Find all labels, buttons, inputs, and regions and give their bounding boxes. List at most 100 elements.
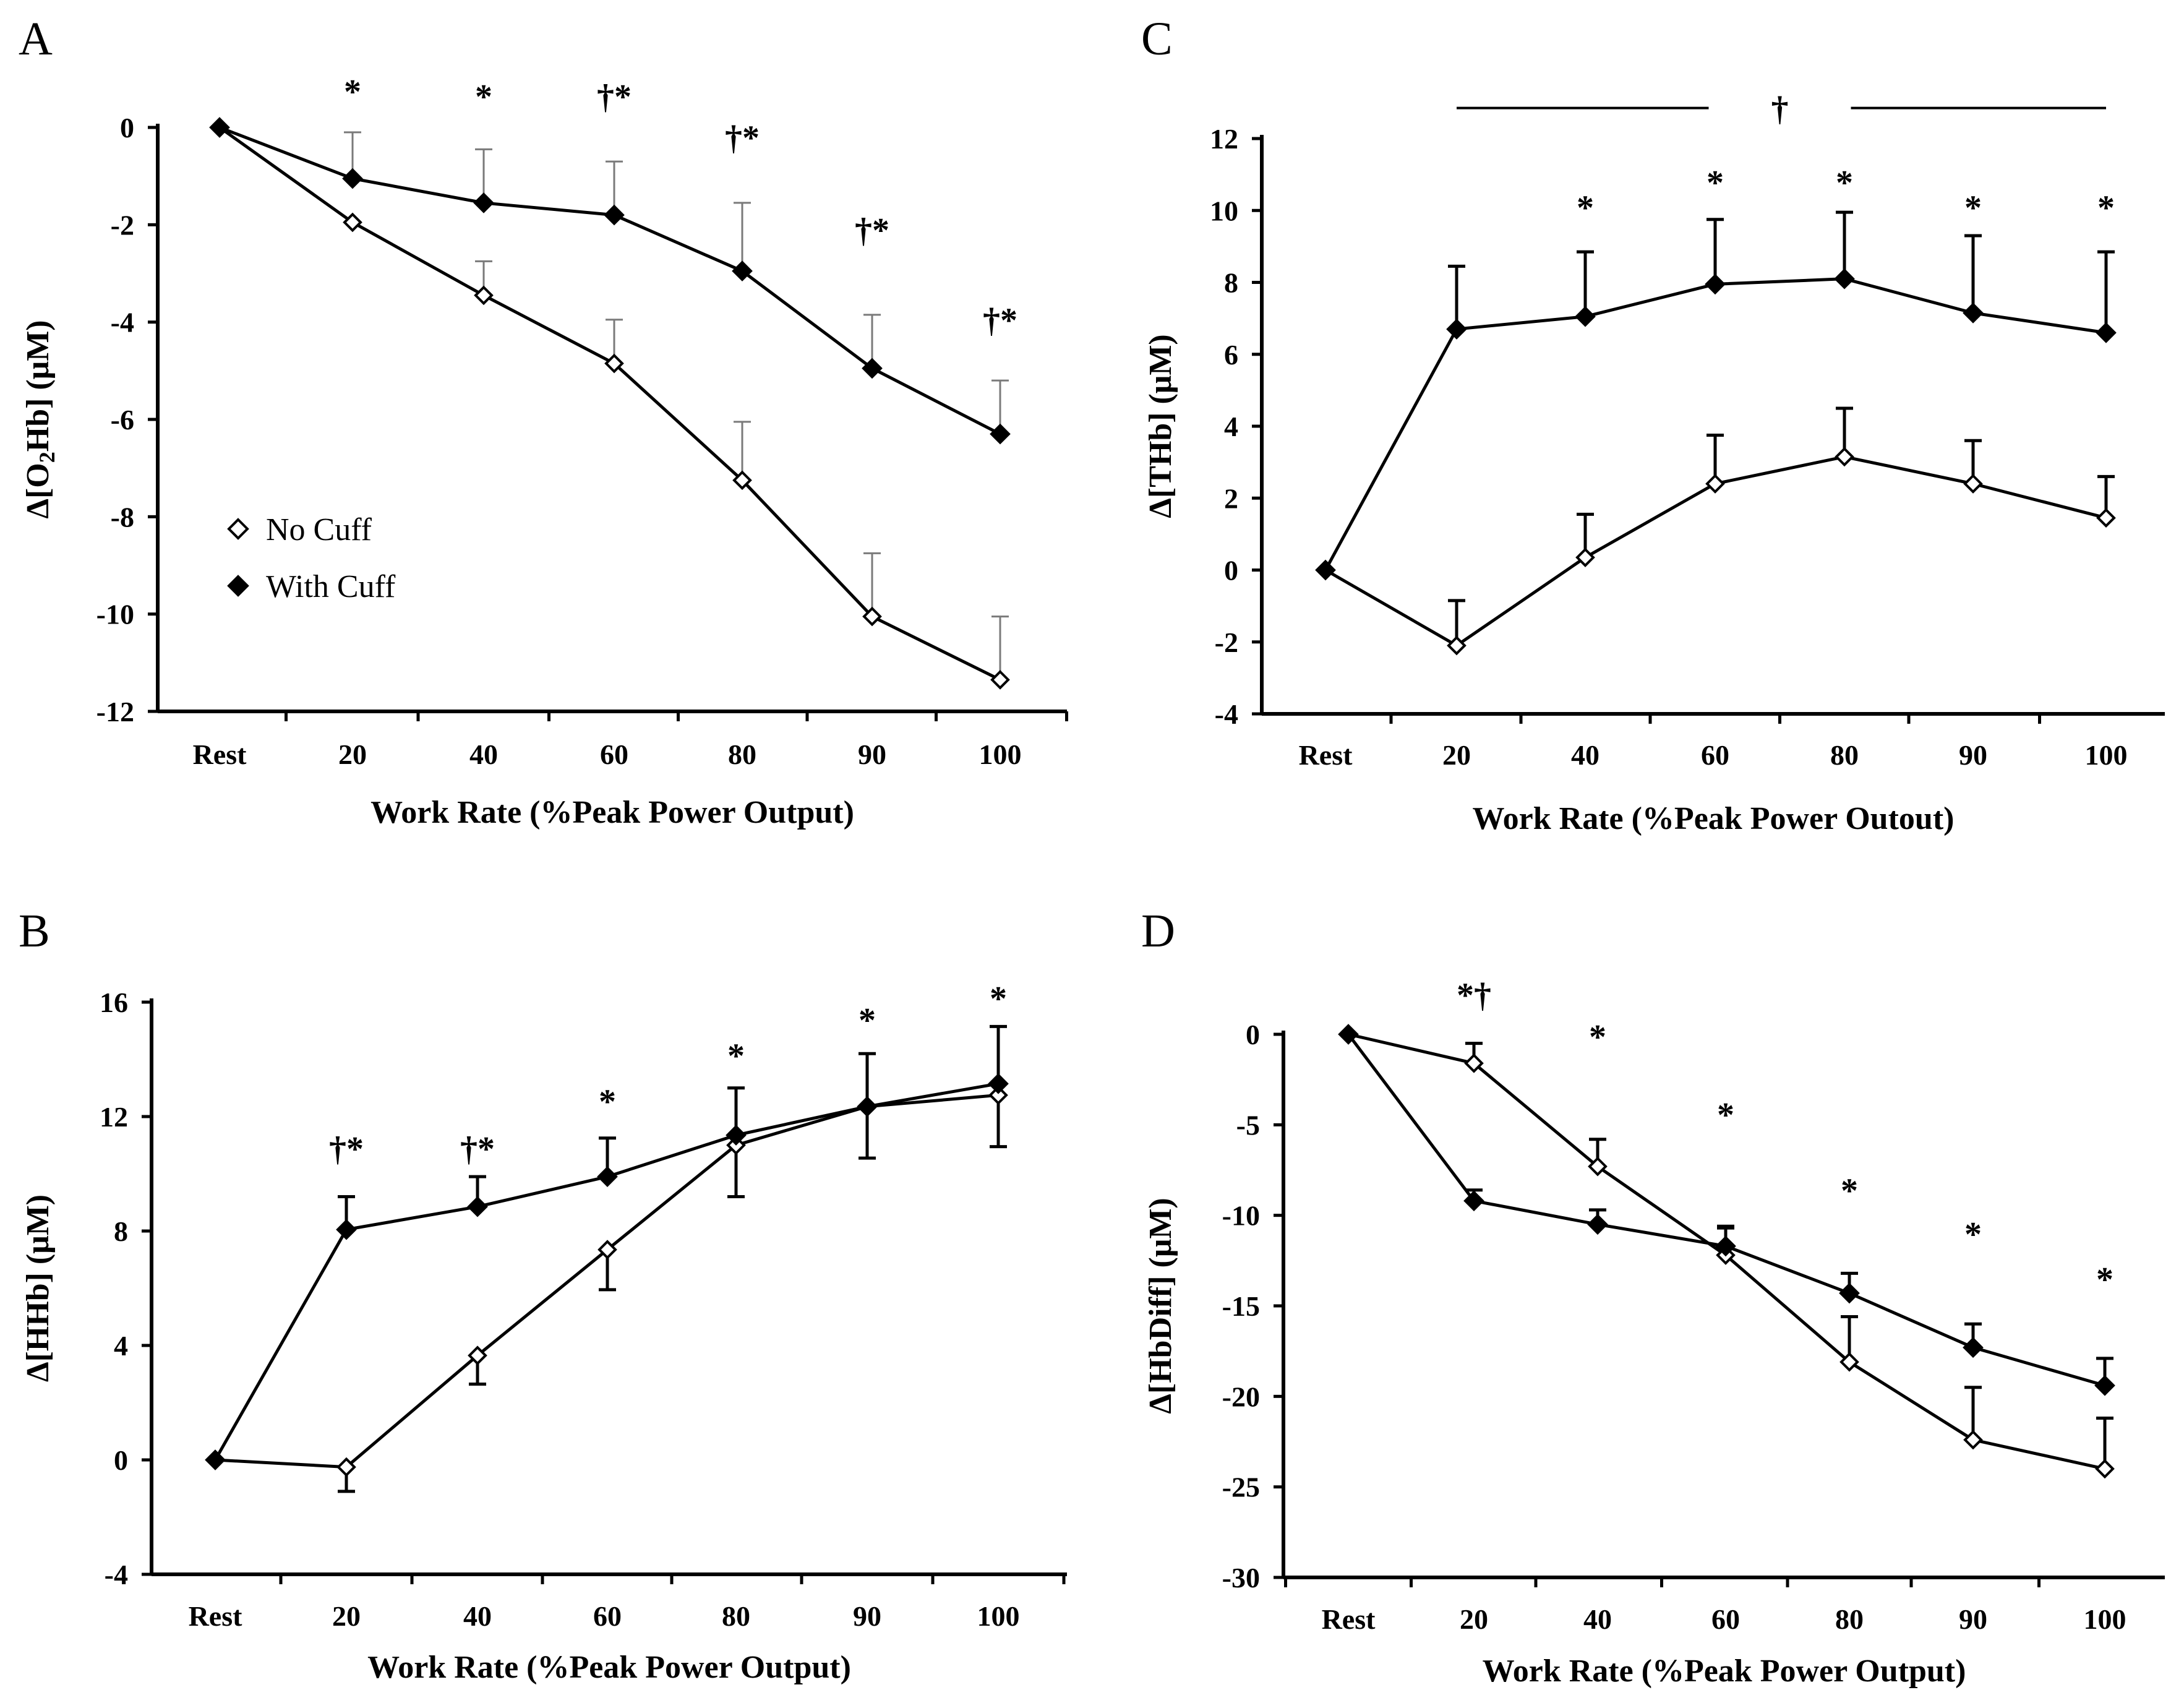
y-axis-title: Δ[O2Hb] (μM) bbox=[20, 320, 59, 518]
data-point-with-cuff bbox=[1705, 273, 1726, 295]
significance-marker: * bbox=[1577, 189, 1594, 227]
y-axis-title-main: [O bbox=[20, 463, 56, 499]
significance-marker: * bbox=[1717, 1096, 1734, 1135]
data-point-no-cuff bbox=[343, 212, 362, 233]
significance-marker: * bbox=[990, 980, 1007, 1018]
x-tick-label: 80 bbox=[1830, 739, 1859, 771]
data-point-with-cuff bbox=[342, 168, 363, 189]
x-tick-label: 20 bbox=[338, 739, 367, 770]
x-tick-label: 40 bbox=[469, 739, 498, 770]
significance-bracket-label: † bbox=[1771, 90, 1789, 129]
y-axis-title-symbol: Δ bbox=[20, 499, 56, 519]
x-tick-label: 60 bbox=[1701, 739, 1729, 771]
y-tick-label: -6 bbox=[111, 404, 134, 435]
data-point-no-cuff bbox=[1705, 474, 1725, 494]
data-point-with-cuff bbox=[336, 1219, 357, 1240]
data-point-no-cuff bbox=[2095, 1459, 2115, 1479]
data-point-no-cuff bbox=[1447, 635, 1467, 656]
data-point-no-cuff bbox=[732, 470, 752, 491]
y-axis-title: Δ[THb] (μM) bbox=[1143, 334, 1178, 518]
data-point-with-cuff bbox=[1338, 1024, 1359, 1045]
significance-marker: * bbox=[1964, 189, 1982, 227]
series-line-with-cuff bbox=[219, 126, 1001, 435]
y-axis-title-main: [THb] (μM) bbox=[1143, 334, 1178, 498]
data-point-with-cuff bbox=[990, 423, 1011, 445]
y-tick-label: 0 bbox=[120, 112, 134, 144]
y-tick-label: -5 bbox=[1236, 1109, 1260, 1141]
data-point-with-cuff bbox=[1963, 1337, 1984, 1358]
significance-marker: * bbox=[859, 1002, 876, 1040]
data-point-no-cuff bbox=[988, 1085, 1008, 1105]
data-point-with-cuff bbox=[1446, 319, 1467, 340]
data-point-no-cuff bbox=[1464, 1053, 1484, 1073]
x-tick-label: 80 bbox=[1835, 1603, 1864, 1635]
y-tick-label: -10 bbox=[96, 599, 134, 630]
data-point-with-cuff bbox=[1463, 1190, 1484, 1212]
x-axis-title: Work Rate (%Peak Power Output) bbox=[367, 1650, 851, 1685]
y-axis-title-symbol: Δ bbox=[20, 1362, 56, 1383]
significance-marker: †* bbox=[855, 212, 889, 250]
significance-marker: * bbox=[599, 1083, 616, 1122]
y-tick-label: 4 bbox=[114, 1330, 128, 1362]
y-tick-label: 6 bbox=[1224, 339, 1238, 371]
x-tick-label: 80 bbox=[722, 1600, 750, 1632]
x-axis-title: Work Rate (%Peak Power Output) bbox=[1483, 1654, 1966, 1689]
data-point-no-cuff bbox=[1963, 1430, 1983, 1450]
x-tick-label: 100 bbox=[977, 1600, 1020, 1632]
data-point-with-cuff bbox=[1839, 1282, 1860, 1304]
data-point-no-cuff bbox=[1839, 1352, 1859, 1372]
data-point-no-cuff bbox=[862, 606, 882, 627]
data-point-no-cuff bbox=[468, 1345, 487, 1366]
data-point-with-cuff bbox=[1834, 268, 1855, 290]
data-point-no-cuff bbox=[2096, 508, 2116, 528]
x-tick-label: 20 bbox=[1442, 739, 1471, 771]
series-line-with-cuff bbox=[1347, 1033, 2105, 1388]
y-axis-title: Δ[HHb] (μM) bbox=[20, 1195, 56, 1382]
data-point-with-cuff bbox=[205, 1449, 226, 1470]
y-tick-label: -10 bbox=[1222, 1200, 1260, 1232]
data-point-with-cuff bbox=[467, 1196, 488, 1217]
x-tick-label: 40 bbox=[463, 1600, 492, 1632]
panel-letter: D bbox=[1141, 905, 1175, 957]
y-tick-label: 8 bbox=[114, 1216, 128, 1247]
y-axis-title-symbol: Δ bbox=[1143, 1394, 1178, 1414]
y-tick-label: 2 bbox=[1224, 483, 1238, 514]
data-point-with-cuff bbox=[2096, 322, 2117, 343]
y-tick-label: 0 bbox=[114, 1444, 128, 1476]
significance-marker: * bbox=[1964, 1216, 1982, 1254]
x-tick-label: 60 bbox=[593, 1600, 622, 1632]
y-tick-label: -20 bbox=[1222, 1381, 1260, 1412]
y-tick-label: -25 bbox=[1222, 1472, 1260, 1503]
data-point-with-cuff bbox=[1715, 1235, 1736, 1257]
y-tick-label: -4 bbox=[111, 307, 134, 338]
data-point-with-cuff bbox=[1575, 306, 1596, 327]
x-tick-label: 100 bbox=[2084, 1603, 2126, 1635]
y-tick-label: 0 bbox=[1224, 555, 1238, 586]
y-axis-title-main: [HHb] (μM) bbox=[20, 1195, 56, 1362]
significance-marker: * bbox=[727, 1037, 745, 1076]
data-point-with-cuff bbox=[597, 1166, 618, 1187]
y-tick-label: -4 bbox=[1215, 698, 1238, 730]
legend-marker-with-cuff bbox=[227, 575, 249, 597]
data-point-with-cuff bbox=[857, 1096, 878, 1117]
data-point-with-cuff bbox=[2094, 1375, 2115, 1396]
data-point-with-cuff bbox=[209, 117, 230, 138]
y-tick-label: -4 bbox=[105, 1559, 128, 1590]
panel-letter: A bbox=[19, 13, 53, 65]
data-point-with-cuff bbox=[732, 260, 753, 281]
panel-letter: C bbox=[1141, 13, 1173, 65]
x-tick-label: 90 bbox=[853, 1600, 881, 1632]
data-point-no-cuff bbox=[1835, 447, 1854, 467]
significance-marker: * bbox=[1836, 164, 1853, 202]
significance-marker: * bbox=[1589, 1018, 1606, 1057]
significance-marker: †* bbox=[460, 1130, 495, 1169]
significance-marker: * bbox=[2096, 1261, 2113, 1299]
y-tick-label: -15 bbox=[1222, 1290, 1260, 1322]
data-point-with-cuff bbox=[1315, 559, 1336, 581]
y-axis-title: Δ[HbDiff] (μM) bbox=[1143, 1198, 1178, 1413]
legend-label: No Cuff bbox=[266, 512, 372, 547]
data-point-no-cuff bbox=[336, 1457, 356, 1477]
panel-letter: B bbox=[19, 905, 50, 957]
significance-marker: *† bbox=[1457, 977, 1491, 1015]
